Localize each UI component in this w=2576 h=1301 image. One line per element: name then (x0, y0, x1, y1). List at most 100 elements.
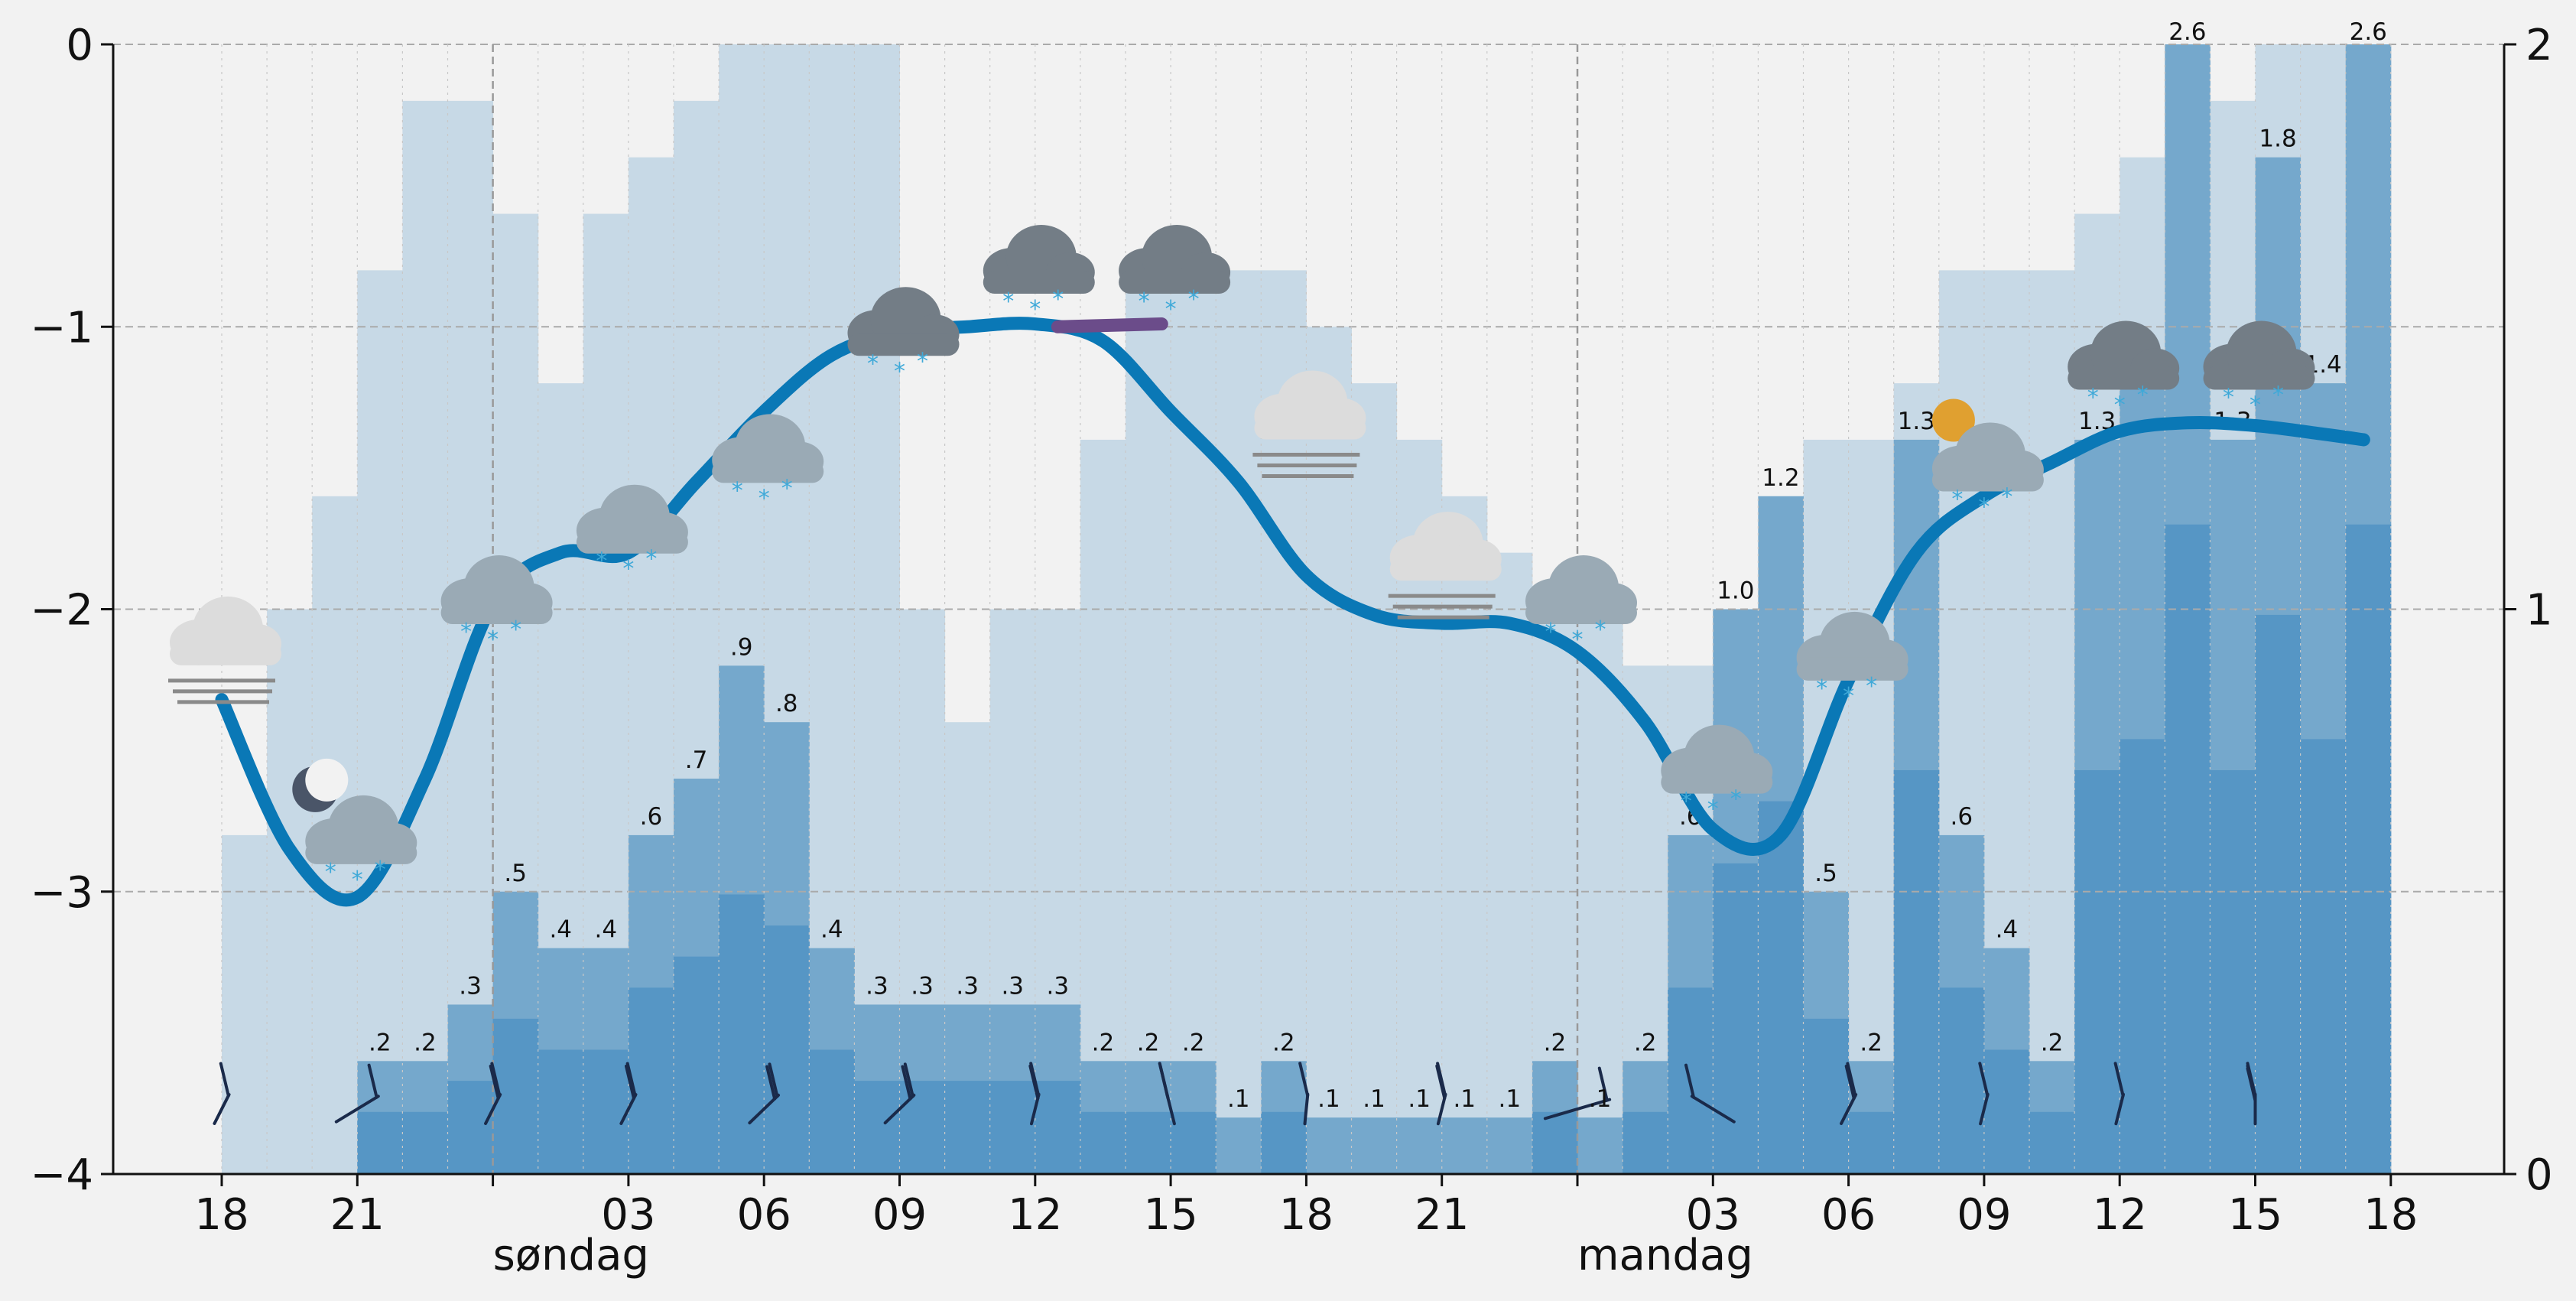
svg-text:*: * (1052, 286, 1064, 313)
precipitation-label: 1.0 (1717, 577, 1754, 605)
precipitation-label: .7 (685, 746, 708, 774)
precipitation-label: .2 (1182, 1029, 1205, 1056)
x-tick-label: 09 (872, 1190, 927, 1240)
bar-min (2255, 614, 2302, 1174)
svg-text:*: * (1029, 296, 1041, 323)
fog-icon (1252, 370, 1366, 478)
temperature-line (215, 317, 2370, 907)
bar-min (1035, 1081, 1081, 1174)
svg-text:*: * (1572, 626, 1584, 653)
svg-text:*: * (487, 626, 499, 653)
x-tick-label: 06 (1821, 1190, 1876, 1240)
bar-min (1893, 769, 1940, 1174)
bar-max (1848, 439, 1895, 1174)
precipitation-label: 1.3 (1898, 408, 1935, 435)
x-tick-label: 15 (1143, 1190, 1197, 1240)
x-tick-label: 18 (194, 1190, 249, 1240)
wind-barb (1543, 1066, 1612, 1120)
precipitation-label: .2 (1092, 1029, 1115, 1056)
bar-min (538, 1049, 584, 1174)
bar-median (1577, 1117, 1623, 1174)
bar-min (1623, 1111, 1668, 1174)
x-tick-label: 18 (1279, 1190, 1333, 1240)
cloud-snow-icon: * * * (1796, 611, 1908, 710)
bar-min (809, 1049, 855, 1174)
bar-max (1080, 439, 1126, 1174)
svg-text:*: * (2272, 382, 2284, 409)
svg-text:*: * (1816, 675, 1827, 702)
bar-min (674, 956, 720, 1174)
bar-min (1532, 1111, 1578, 1174)
wind-barb (213, 1062, 231, 1125)
wind-barb (883, 1062, 916, 1125)
svg-text:*: * (1951, 486, 1963, 512)
precipitation-label: .3 (911, 972, 934, 1000)
bar-max (1126, 270, 1171, 1174)
wind-barb (334, 1063, 380, 1124)
precipitation-label: .1 (1589, 1085, 1612, 1113)
wind-barb (484, 1062, 502, 1125)
bar-min (1126, 1111, 1171, 1174)
wind-barbs (213, 1062, 2257, 1126)
bar-min (628, 987, 674, 1174)
weather-symbols: * * * * * * * * * * * * * * * * * * * * * * * * * * * * * * * * * * * * * * * (168, 225, 2315, 893)
precipitation-label: .1 (1499, 1085, 1522, 1113)
precipitation-label: .2 (369, 1029, 391, 1056)
svg-text:*: * (1730, 786, 1742, 813)
precipitation-label: .1 (1317, 1085, 1340, 1113)
y-right-tick-label: 0 (2526, 1150, 2553, 1200)
precipitation-label: .5 (1814, 860, 1837, 887)
svg-text:*: * (2001, 483, 2012, 510)
y-right-tick-label: 2 (2526, 21, 2553, 70)
x-tick-label: 21 (330, 1190, 385, 1240)
svg-text:*: * (894, 358, 905, 385)
precipitation-label: .2 (1634, 1029, 1657, 1056)
wind-barb (2113, 1062, 2125, 1126)
wind-barb (2246, 1062, 2257, 1126)
precipitation-label: .3 (956, 972, 979, 1000)
cloud-snow-icon: * * * (712, 414, 824, 512)
precipitation-label: 2.6 (2168, 18, 2206, 46)
day-label: søndag (493, 1231, 649, 1280)
x-tick-label: 12 (1008, 1190, 1062, 1240)
bar-min (854, 1081, 900, 1174)
svg-text:*: * (1188, 286, 1200, 313)
precipitation-label: .8 (775, 690, 798, 717)
bar-min (447, 1081, 494, 1174)
x-tick-label: 15 (2228, 1190, 2282, 1240)
bar-min (764, 925, 810, 1174)
x-tick-label: 03 (1686, 1190, 1740, 1240)
y-left-tick-label: −1 (30, 303, 93, 353)
svg-text:*: * (1595, 616, 1606, 643)
x-tick-label: 12 (2093, 1190, 2147, 1240)
wind-barb (1684, 1063, 1736, 1124)
y-left-tick-label: −2 (30, 586, 93, 636)
wind-barb (748, 1062, 781, 1125)
precipitation-label: .3 (459, 972, 482, 1000)
cloud-snow-icon: * * * (1119, 225, 1231, 323)
bar-min (944, 1081, 991, 1174)
bar-min (2074, 769, 2120, 1174)
precipitation-label: .4 (1996, 916, 2019, 944)
bar-min (899, 1081, 946, 1174)
precipitation-label: .5 (504, 860, 527, 887)
svg-text:*: * (732, 477, 743, 504)
cloud-snow-icon: * * * (1525, 555, 1637, 653)
precipitation-label: .6 (1951, 803, 1973, 831)
svg-text:*: * (917, 348, 928, 375)
cloud-snow-icon: * * * (847, 287, 960, 385)
precipitation-label: .3 (1001, 972, 1024, 1000)
partly-sunny-snow-icon: * * * (1931, 398, 2044, 520)
cloud-snow-icon: * * * (440, 555, 553, 653)
temperature-curve (215, 317, 2370, 907)
bar-min (2345, 524, 2392, 1174)
bar-min (2300, 739, 2347, 1174)
svg-text:*: * (2250, 392, 2261, 419)
bar-max (1486, 552, 1533, 1174)
svg-text:*: * (1165, 296, 1177, 323)
svg-text:*: * (1139, 288, 1150, 315)
x-tick-label: 06 (737, 1190, 791, 1240)
y-left-tick-label: −4 (30, 1150, 93, 1200)
x-tick-label: 21 (1415, 1190, 1469, 1240)
